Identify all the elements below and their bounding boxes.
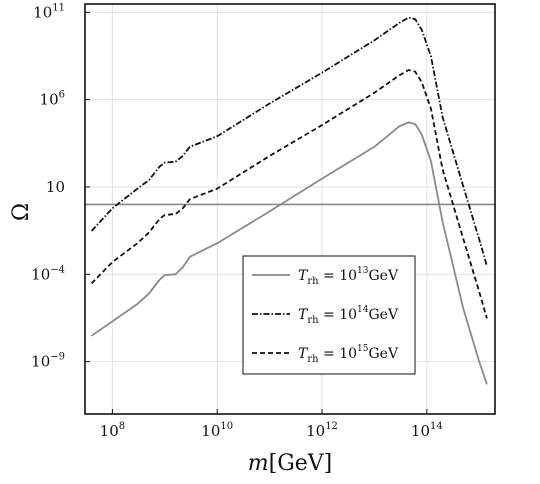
x-tick-label-0: 108 — [100, 421, 125, 440]
x-axis-title: m[GeV] — [248, 451, 333, 476]
y-tick-label-1: 10−4 — [31, 264, 65, 283]
x-axis-var: m — [248, 451, 269, 476]
y-tick-label-3: 106 — [40, 90, 65, 109]
legend-label-2: Trh = 1014GeV — [298, 305, 399, 326]
y-tick-label-4: 1011 — [33, 2, 65, 21]
y-axis-title: Ω — [9, 203, 34, 221]
series-line-3 — [90, 69, 488, 319]
legend: Trh = 1013GeV Trh = 1014GeV Trh = 1015GeV — [242, 255, 416, 375]
x-tick-label-1: 1010 — [201, 421, 233, 440]
x-tick-label-3: 1014 — [411, 421, 443, 440]
x-ticks: 108 1010 1012 1014 — [100, 409, 443, 440]
legend-label-1: Trh = 1013GeV — [298, 266, 399, 287]
series-line-2 — [90, 16, 488, 267]
x-tick-label-2: 1012 — [306, 421, 338, 440]
legend-entries: Trh = 1013GeV Trh = 1014GeV Trh = 1015GeV — [252, 266, 399, 365]
x-axis-unit: [GeV] — [269, 451, 333, 476]
y-tick-label-2: 10 — [46, 178, 65, 196]
series-layer — [90, 16, 488, 385]
series-line-1 — [91, 121, 488, 385]
y-ticks: 10−9 10−4 10 106 1011 — [31, 2, 90, 371]
plot-frame — [84, 3, 496, 415]
y-tick-label-0: 10−9 — [31, 352, 65, 371]
legend-label-3: Trh = 1015GeV — [298, 344, 399, 365]
